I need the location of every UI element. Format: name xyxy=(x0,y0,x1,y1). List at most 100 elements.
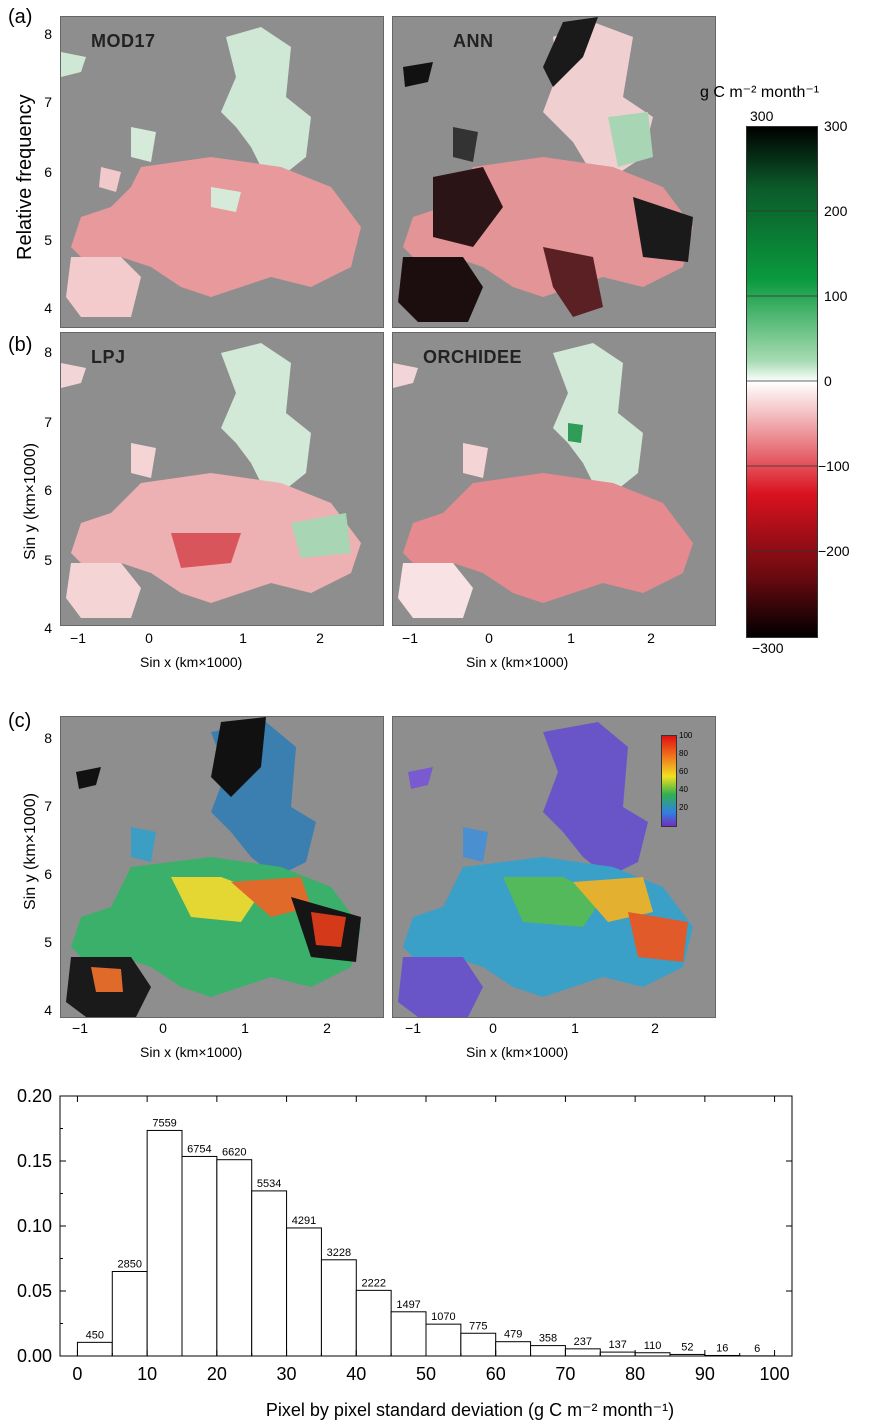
colorbar-tick-0: 0 xyxy=(824,373,832,389)
y-tick-label: 0.05 xyxy=(17,1281,52,1301)
histogram-bar xyxy=(251,1190,288,1357)
histogram-bar xyxy=(390,1311,427,1357)
map-lpj-graphic xyxy=(61,343,361,618)
bar-count-label: 137 xyxy=(609,1339,627,1351)
inset-tick-40: 40 xyxy=(679,785,688,794)
xlabel-c2: Sin x (km×1000) xyxy=(466,1044,569,1060)
histogram-bar xyxy=(355,1289,392,1357)
inset-tick-20: 20 xyxy=(679,803,688,812)
xtick-b2-1: 1 xyxy=(567,630,575,646)
xtick-b1-2: 2 xyxy=(316,630,324,646)
xtick-b1-0: 0 xyxy=(145,630,153,646)
histogram-bar xyxy=(564,1348,601,1357)
map-c-right-graphic xyxy=(398,722,693,1017)
xtick-c2-2: 2 xyxy=(651,1020,659,1036)
xtick-b1-m1: −1 xyxy=(70,630,86,646)
xtick-b2-m1: −1 xyxy=(402,630,418,646)
xlabel-c1: Sin x (km×1000) xyxy=(140,1044,243,1060)
x-tick-label: 70 xyxy=(555,1364,575,1384)
x-tick-label: 40 xyxy=(346,1364,366,1384)
bar-count-label: 2222 xyxy=(361,1277,385,1289)
ytick-c-5: 5 xyxy=(44,934,52,950)
colorbar-ticklines xyxy=(746,126,818,552)
bar-count-label: 6754 xyxy=(187,1143,211,1155)
ytick-a-8: 8 xyxy=(44,26,52,42)
histogram-bar xyxy=(425,1323,462,1357)
map-mod17: MOD17 xyxy=(60,16,384,328)
histogram-bar xyxy=(181,1155,218,1357)
ytick-c-7: 7 xyxy=(44,798,52,814)
map-title-orchidee: ORCHIDEE xyxy=(423,347,523,367)
xlabel-b1: Sin x (km×1000) xyxy=(140,654,243,670)
bar-count-label: 1497 xyxy=(396,1299,420,1311)
colorbar-top-label: 300 xyxy=(750,108,774,124)
xtick-b2-2: 2 xyxy=(647,630,655,646)
map-c-left xyxy=(60,716,384,1018)
map-mod17-graphic xyxy=(61,27,361,317)
colorbar-tick-m200: −200 xyxy=(818,543,850,559)
x-tick-label: 100 xyxy=(760,1364,790,1384)
histogram-chart: 450 2850 7559 6754 6620 5534 4291 3228 2222 1497 1… xyxy=(17,1086,793,1420)
xtick-c1-1: 1 xyxy=(241,1020,249,1036)
ytick-b-7: 7 xyxy=(44,414,52,430)
xtick-c1-m1: −1 xyxy=(72,1020,88,1036)
panel-label-b: (b) xyxy=(8,334,33,356)
ylabel-sin-y-b: Sin y (km×1000) xyxy=(22,443,39,560)
histogram-bar xyxy=(286,1227,322,1357)
x-tick-label: 20 xyxy=(207,1364,227,1384)
x-tick-label: 60 xyxy=(486,1364,506,1384)
ytick-c-6: 6 xyxy=(44,866,52,882)
colorbar-tick-200: 200 xyxy=(824,203,848,219)
ytick-c-8: 8 xyxy=(44,730,52,746)
bar-count-label: 775 xyxy=(469,1320,487,1332)
histogram-bar xyxy=(320,1259,357,1357)
map-orchidee-graphic xyxy=(393,343,693,618)
map-orchidee: ORCHIDEE xyxy=(392,332,716,626)
xtick-c2-0: 0 xyxy=(489,1020,497,1036)
bar-count-label: 110 xyxy=(644,1340,662,1352)
histogram-bar xyxy=(669,1353,706,1357)
ytick-c-4: 4 xyxy=(44,1002,52,1018)
ytick-a-4: 4 xyxy=(44,300,52,316)
bar-count-label: 2850 xyxy=(117,1259,141,1271)
ytick-a-7: 7 xyxy=(44,94,52,110)
bar-count-label: 7559 xyxy=(152,1117,176,1129)
bar-count-label: 4291 xyxy=(292,1215,316,1227)
colorbar-bottom-label: −300 xyxy=(752,640,784,656)
inset-tick-100: 100 xyxy=(679,731,693,740)
xtick-c1-0: 0 xyxy=(159,1020,167,1036)
map-title-lpj: LPJ xyxy=(91,347,126,367)
bar-count-label: 52 xyxy=(681,1341,693,1353)
bar-count-label: 450 xyxy=(86,1329,104,1341)
histogram-bar xyxy=(216,1159,253,1357)
colorbar-tick-300: 300 xyxy=(824,118,848,134)
histogram-bar xyxy=(460,1332,497,1357)
colorbar-unit: g C m⁻² month⁻¹ xyxy=(700,84,820,101)
ytick-a-6: 6 xyxy=(44,164,52,180)
panel-label-a: (a) xyxy=(8,6,33,28)
xlabel-b2: Sin x (km×1000) xyxy=(466,654,569,670)
bar-count-label: 6620 xyxy=(222,1147,246,1159)
map-c-left-graphic xyxy=(66,717,361,1017)
map-title-ann: ANN xyxy=(453,31,494,51)
bar-count-label: 5534 xyxy=(257,1178,281,1190)
panel-label-c: (c) xyxy=(8,710,32,732)
bar-count-label: 1070 xyxy=(431,1311,455,1323)
map-ann: ANN xyxy=(392,16,716,328)
histogram-bar xyxy=(704,1354,741,1357)
bar-count-label: 16 xyxy=(716,1342,728,1354)
y-tick-label: 0.20 xyxy=(17,1086,52,1106)
map-lpj: LPJ xyxy=(60,332,384,626)
map-c-right: 100 80 60 40 20 xyxy=(392,716,716,1018)
histogram-bar xyxy=(111,1271,148,1357)
histogram-bar xyxy=(634,1352,671,1357)
ytick-b-6: 6 xyxy=(44,482,52,498)
inset-tick-80: 80 xyxy=(679,749,688,758)
bar-count-label: 358 xyxy=(539,1333,557,1345)
xtick-c2-m1: −1 xyxy=(405,1020,421,1036)
bar-count-label: 3228 xyxy=(327,1247,351,1259)
ytick-b-5: 5 xyxy=(44,552,52,568)
inset-colorbar xyxy=(661,735,677,827)
map-ann-graphic xyxy=(398,17,693,322)
map-title-mod17: MOD17 xyxy=(91,31,156,51)
